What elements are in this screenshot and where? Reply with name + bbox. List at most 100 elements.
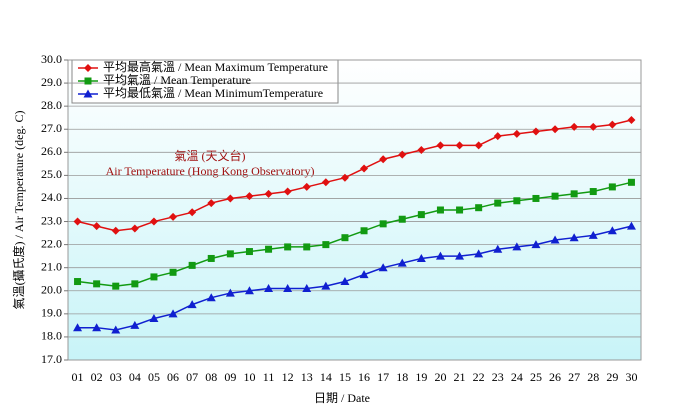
x-tick-label: 17 (377, 370, 389, 384)
marker (436, 206, 444, 214)
marker (73, 217, 82, 226)
y-tick-label: 20.0 (41, 283, 62, 297)
x-tick-label: 06 (167, 370, 179, 384)
marker (111, 325, 121, 334)
marker (551, 125, 560, 134)
x-tick-label: 03 (110, 370, 122, 384)
x-tick-label: 24 (511, 370, 523, 384)
marker (92, 222, 101, 231)
marker (607, 226, 617, 235)
marker (284, 243, 292, 251)
annotation: 氣溫 (天文台) (175, 148, 246, 163)
x-tick-label: 11 (263, 370, 275, 384)
marker (168, 309, 178, 318)
marker (283, 187, 292, 196)
x-tick-label: 28 (587, 370, 599, 384)
marker (340, 277, 350, 286)
marker (397, 258, 407, 267)
y-tick-label: 30.0 (41, 52, 62, 66)
marker (474, 141, 483, 150)
y-tick-label: 27.0 (41, 121, 62, 135)
y-tick-label: 18.0 (41, 329, 62, 343)
y-tick-label: 28.0 (41, 98, 62, 112)
x-tick-label: 09 (224, 370, 236, 384)
marker (398, 215, 406, 223)
marker (321, 178, 330, 187)
marker (435, 251, 445, 260)
marker (531, 240, 541, 249)
marker (416, 253, 426, 262)
y-tick-label: 22.0 (41, 236, 62, 250)
y-tick-label: 26.0 (41, 144, 62, 158)
marker (379, 155, 388, 164)
marker (302, 283, 312, 292)
x-tick-label: 01 (72, 370, 84, 384)
marker (283, 283, 293, 292)
marker (359, 270, 369, 279)
marker (456, 206, 464, 214)
legend-marker (83, 89, 93, 98)
marker (627, 178, 635, 186)
x-tick-label: 25 (530, 370, 542, 384)
x-tick-label: 12 (282, 370, 294, 384)
marker (149, 217, 158, 226)
marker (550, 235, 560, 244)
marker (627, 116, 636, 124)
x-tick-label: 05 (148, 370, 160, 384)
x-tick-label: 13 (301, 370, 313, 384)
x-tick-label: 20 (434, 370, 446, 384)
x-axis-label: 日期 / Date (314, 391, 370, 405)
x-tick-label: 10 (243, 370, 255, 384)
marker (569, 233, 579, 242)
y-tick-label: 29.0 (41, 75, 62, 89)
marker (379, 220, 387, 228)
legend (71, 59, 339, 104)
marker (207, 254, 215, 262)
marker (532, 194, 540, 202)
y-tick-label: 17.0 (41, 352, 62, 366)
marker (130, 224, 139, 233)
marker (417, 146, 426, 154)
x-tick-label: 23 (492, 370, 504, 384)
marker (169, 212, 178, 221)
marker (436, 141, 445, 150)
legend-marker (84, 64, 92, 72)
x-tick-label: 26 (549, 370, 561, 384)
marker (303, 243, 311, 251)
marker (341, 234, 349, 242)
marker (226, 250, 234, 258)
plot-area (67, 59, 642, 361)
x-tick-label: 22 (473, 370, 485, 384)
marker (130, 320, 140, 329)
marker (378, 263, 388, 272)
y-tick-label: 24.0 (41, 190, 62, 204)
marker (265, 245, 273, 253)
marker (150, 273, 158, 281)
x-tick-label: 30 (625, 370, 637, 384)
marker (188, 208, 197, 217)
x-tick-label: 02 (91, 370, 103, 384)
marker (608, 120, 617, 129)
x-tick-label: 18 (396, 370, 408, 384)
marker (588, 230, 598, 239)
marker (398, 150, 407, 159)
marker (494, 199, 502, 207)
marker (206, 293, 216, 302)
x-tick-label: 07 (186, 370, 198, 384)
x-tick-label: 27 (568, 370, 580, 384)
marker (322, 241, 330, 249)
marker (131, 280, 139, 288)
marker (570, 190, 578, 198)
marker (225, 288, 235, 297)
marker (244, 286, 254, 295)
y-tick-label: 21.0 (41, 259, 62, 273)
marker (608, 183, 616, 191)
marker (74, 278, 82, 286)
marker (169, 268, 177, 276)
annotation: Air Temperature (Hong Kong Observatory) (106, 164, 315, 178)
x-tick-label: 16 (358, 370, 370, 384)
legend-label: 平均氣溫 / Mean Temperature (103, 73, 251, 87)
x-tick-label: 08 (205, 370, 217, 384)
marker (475, 204, 483, 212)
